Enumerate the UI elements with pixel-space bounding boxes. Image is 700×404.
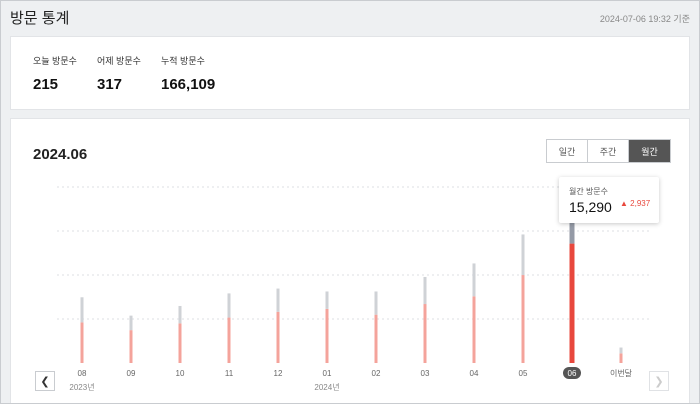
chart-x-labels: 08 09 10 11 12 01 02 03 04 05 06 이번달 2023년 2024년 — [69, 367, 633, 392]
x-tick-label-10[interactable]: 10 — [176, 369, 185, 378]
x-tick-label-06[interactable]: 06 — [568, 369, 577, 378]
chart-card: 2024.06 일간 주간 월간 08 09 10 11 12 01 02 03 04 05 06 이… — [10, 118, 690, 404]
bar-primary-06[interactable] — [569, 243, 575, 363]
bar-primary-05[interactable] — [521, 275, 525, 363]
bar-secondary-08[interactable] — [80, 297, 84, 323]
yesterday-visits-value: 317 — [97, 76, 123, 93]
bar-primary-12[interactable] — [276, 311, 280, 363]
yesterday-visits-label: 어제 방문수 — [97, 56, 141, 66]
chart-tooltip: 월간 방문수 15,290 ▲ 2,937 — [559, 177, 659, 223]
bar-secondary-11[interactable] — [227, 293, 231, 318]
x-tick-label-09[interactable]: 09 — [127, 369, 136, 378]
chart-bars — [80, 215, 623, 363]
year-label: 2023년 — [69, 382, 94, 392]
chart-period-title: 2024.06 — [33, 146, 88, 163]
page-header: 방문 통계 2024-07-06 19:32 기준 — [0, 0, 700, 36]
tab-monthly[interactable]: 월간 — [629, 140, 670, 162]
page-title: 방문 통계 — [10, 10, 70, 27]
bar-primary-03[interactable] — [423, 304, 427, 363]
bar-primary-02[interactable] — [374, 314, 378, 363]
bar-secondary-06[interactable] — [569, 215, 575, 244]
triangle-up-icon: ▲ — [620, 199, 628, 208]
x-tick-label-12[interactable]: 12 — [274, 369, 283, 378]
x-tick-label-이번달[interactable]: 이번달 — [610, 368, 633, 378]
yesterday-visits-stat: 어제 방문수 317 — [97, 54, 141, 93]
x-tick-label-08[interactable]: 08 — [78, 369, 87, 378]
chart-grid — [57, 186, 649, 320]
x-tick-label-02[interactable]: 02 — [372, 369, 381, 378]
tooltip-delta: ▲ 2,937 — [620, 199, 650, 208]
chevron-left-icon: ❮ — [40, 375, 50, 388]
bar-secondary-01[interactable] — [325, 291, 329, 309]
summary-card: 오늘 방문수 215 어제 방문수 317 누적 방문수 166,109 — [10, 36, 690, 110]
today-visits-label: 오늘 방문수 — [33, 56, 77, 66]
bar-secondary-12[interactable] — [276, 288, 280, 312]
updated-timestamp: 2024-07-06 19:32 기준 — [599, 14, 690, 24]
x-tick-label-04[interactable]: 04 — [470, 369, 479, 378]
today-visits-value: 215 — [33, 76, 59, 93]
bar-primary-10[interactable] — [178, 323, 182, 363]
visits-bar-chart: 08 09 10 11 12 01 02 03 04 05 06 이번달 2023년 2024년 — [57, 186, 649, 392]
today-visits-stat: 오늘 방문수 215 — [33, 54, 77, 93]
bar-primary-01[interactable] — [325, 308, 329, 363]
bar-primary-11[interactable] — [227, 317, 231, 363]
x-tick-label-01[interactable]: 01 — [323, 369, 332, 378]
next-period-button[interactable]: ❯ — [649, 371, 669, 391]
prev-period-button[interactable]: ❮ — [35, 371, 55, 391]
total-visits-value: 166,109 — [161, 76, 216, 93]
bar-secondary-09[interactable] — [129, 315, 133, 331]
selected-label-pill — [563, 367, 581, 379]
tooltip-value: 15,290 — [569, 199, 612, 215]
bar-primary-이번달[interactable] — [619, 353, 623, 363]
bar-primary-04[interactable] — [472, 296, 476, 363]
x-tick-label-11[interactable]: 11 — [225, 369, 234, 378]
bar-secondary-02[interactable] — [374, 291, 378, 315]
bar-secondary-04[interactable] — [472, 263, 476, 297]
tab-daily[interactable]: 일간 — [547, 140, 588, 162]
x-tick-label-03[interactable]: 03 — [421, 369, 430, 378]
bar-primary-08[interactable] — [80, 322, 84, 363]
tab-weekly[interactable]: 주간 — [588, 140, 629, 162]
bar-secondary-이번달[interactable] — [619, 347, 623, 354]
tooltip-label: 월간 방문수 — [569, 187, 609, 196]
bar-primary-09[interactable] — [129, 330, 133, 363]
bar-secondary-03[interactable] — [423, 276, 427, 305]
tooltip-delta-value: 2,937 — [630, 199, 651, 208]
x-tick-label-05[interactable]: 05 — [519, 369, 528, 378]
chevron-right-icon: ❯ — [654, 375, 664, 388]
bar-secondary-10[interactable] — [178, 305, 182, 324]
period-toggle: 일간 주간 월간 — [546, 139, 671, 163]
year-label: 2024년 — [314, 382, 339, 392]
total-visits-stat: 누적 방문수 166,109 — [161, 54, 215, 93]
total-visits-label: 누적 방문수 — [161, 56, 205, 66]
bar-secondary-05[interactable] — [521, 234, 525, 276]
